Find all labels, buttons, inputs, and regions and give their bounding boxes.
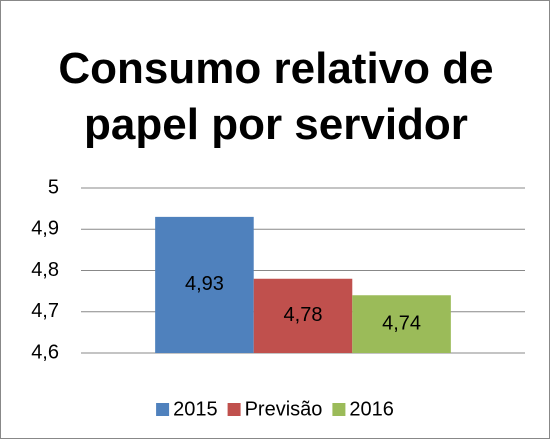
bar [352,295,451,353]
bar [155,216,254,353]
legend-label: Previsão [245,398,323,420]
bar [253,278,353,353]
legend-label: 2016 [349,398,394,420]
legend-swatch [156,403,170,416]
legend-swatch [332,403,346,416]
y-tick-label: 4,7 [31,300,59,322]
legend-label: 2015 [173,398,218,420]
data-label: 4,93 [185,273,224,295]
y-tick-label: 5 [48,176,59,198]
y-tick-label: 4,8 [31,259,59,281]
y-tick-label: 4,9 [31,218,59,240]
data-label: 4,78 [284,304,323,326]
legend-swatch [227,403,241,416]
chart-title: Consumo relativo de papel por servidor [58,44,494,149]
data-label: 4,74 [382,312,421,334]
y-tick-label: 4,6 [31,341,59,363]
